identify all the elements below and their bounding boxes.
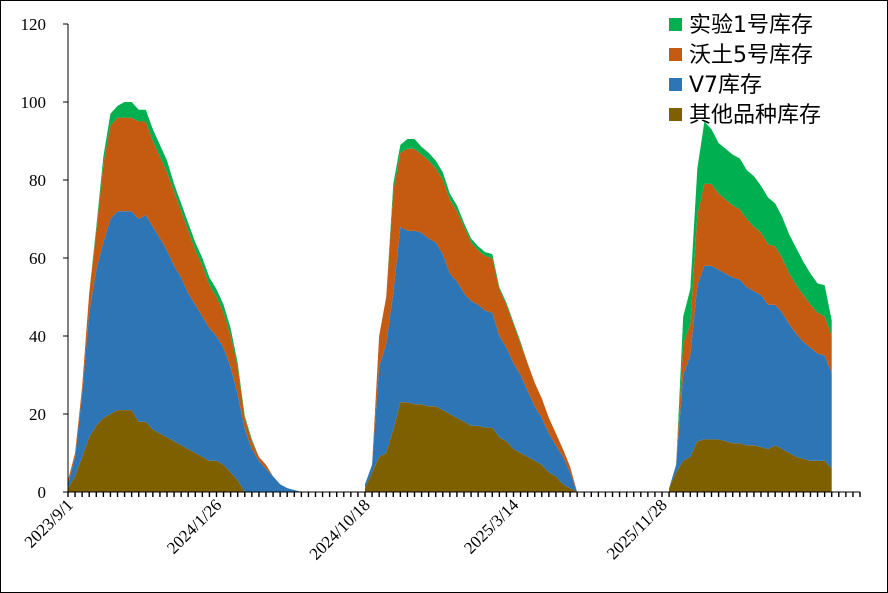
area-series-3-segment-3 <box>669 183 832 489</box>
y-tick-label: 40 <box>29 327 46 346</box>
area-series-4-segment-3 <box>669 121 832 489</box>
legend-label-1: 其他品种库存 <box>689 103 821 128</box>
y-tick-label: 0 <box>38 483 47 502</box>
y-tick-label: 20 <box>29 405 46 424</box>
y-tick-label: 60 <box>29 249 46 268</box>
area-series-3-segment-1 <box>68 117 309 492</box>
legend-swatch-1 <box>669 108 682 121</box>
area-series-2-segment-3 <box>669 265 832 489</box>
y-tick-label: 80 <box>29 171 46 190</box>
area-series-1-segment-2 <box>365 402 578 492</box>
x-tick-label: 2023/9/1 <box>21 495 77 551</box>
area-series-group <box>68 102 832 493</box>
area-series-2-segment-1 <box>68 211 309 492</box>
legend-swatch-4 <box>669 18 682 31</box>
area-series-2-segment-2 <box>365 226 578 493</box>
x-tick-labels: 2023/9/1 2024/1/26 2024/10/18 2025/3/14 2025… <box>21 495 671 564</box>
x-tick-label: 2024/1/26 <box>163 495 225 557</box>
legend-label-4: 实验1号库存 <box>689 13 813 38</box>
axes-group <box>63 23 861 497</box>
area-series-1-segment-3 <box>669 439 832 492</box>
y-tick-label: 120 <box>21 15 47 34</box>
x-tick-label: 2024/10/18 <box>306 495 374 563</box>
legend-label-2: V7库存 <box>689 73 762 98</box>
legend-label-3: 沃土5号库存 <box>689 43 813 68</box>
x-tick-label: 2025/11/28 <box>603 495 671 563</box>
y-tick-labels: 0 20 40 60 80 100 120 <box>21 15 47 502</box>
y-tick-label: 100 <box>21 93 47 112</box>
area-series-1-segment-1 <box>68 410 309 492</box>
legend-swatch-2 <box>669 78 682 91</box>
x-tick-label: 2025/3/14 <box>460 495 523 558</box>
legend-swatch-3 <box>669 48 682 61</box>
